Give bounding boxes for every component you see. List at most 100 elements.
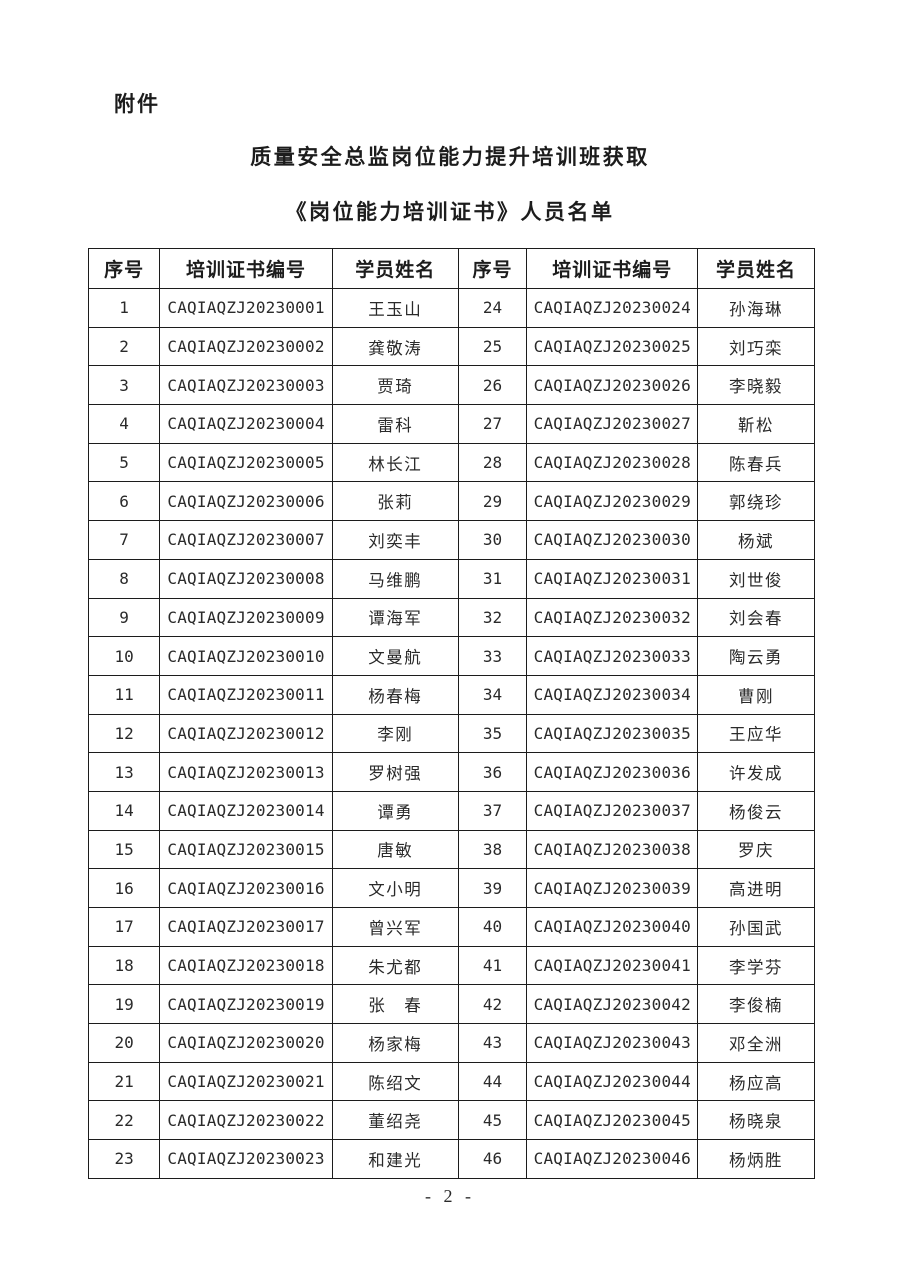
certificate-cell: CAQIAQZJ20230033 (526, 636, 699, 676)
table-row: 23 CAQIAQZJ20230023 和建光 46 CAQIAQZJ20230046 杨… (87, 1139, 815, 1179)
table-row: 6 CAQIAQZJ20230006 张莉 29 CAQIAQZJ20230029 郭绕珍 (87, 481, 815, 522)
student-name-cell: 杨斌 (697, 520, 815, 560)
serial-cell: 3 (87, 365, 161, 406)
serial-cell: 2 (87, 326, 161, 367)
table-row: 9 CAQIAQZJ20230009 谭海军 32 CAQIAQZJ20230032 刘会… (87, 597, 815, 638)
certificate-cell: CAQIAQZJ20230039 (526, 868, 699, 908)
serial-cell: 41 (457, 945, 528, 986)
student-name-cell: 谭海军 (331, 597, 459, 638)
certificate-cell: CAQIAQZJ20230014 (159, 790, 333, 831)
serial-cell: 46 (457, 1139, 528, 1179)
serial-cell: 6 (87, 481, 161, 522)
table-row: 4 CAQIAQZJ20230004 雷科 27 CAQIAQZJ20230027 靳松 (87, 404, 815, 444)
student-name-cell: 王应华 (697, 713, 815, 754)
certificate-cell: CAQIAQZJ20230015 (159, 829, 333, 870)
table-row: 17 CAQIAQZJ20230017 曾兴军 40 CAQIAQZJ20230040 孙… (87, 907, 815, 947)
certificate-cell: CAQIAQZJ20230016 (159, 868, 333, 908)
serial-cell: 17 (87, 907, 161, 947)
serial-cell: 9 (87, 597, 161, 638)
student-name-cell: 孙海琳 (697, 288, 815, 328)
serial-cell: 34 (457, 674, 528, 715)
certificate-cell: CAQIAQZJ20230041 (526, 945, 699, 986)
serial-cell: 30 (457, 520, 528, 560)
serial-cell: 10 (87, 636, 161, 676)
table-row: 13 CAQIAQZJ20230013 罗树强 36 CAQIAQZJ20230036 许… (87, 752, 815, 792)
table-header: 序号 培训证书编号 学员姓名 序号 培训证书编号 学员姓名 (87, 248, 815, 289)
student-name-cell: 文曼航 (331, 636, 459, 676)
certificate-cell: CAQIAQZJ20230003 (159, 365, 333, 406)
certificate-cell: CAQIAQZJ20230025 (526, 326, 699, 367)
student-name-cell: 高进明 (697, 868, 815, 908)
serial-cell: 19 (87, 984, 161, 1025)
table-row: 8 CAQIAQZJ20230008 马维鹏 31 CAQIAQZJ20230031 刘世… (87, 558, 815, 599)
document-title-line1: 质量安全总监岗位能力提升培训班获取 (250, 146, 650, 169)
header-certificate-2: 培训证书编号 (526, 248, 699, 289)
certificate-cell: CAQIAQZJ20230009 (159, 597, 333, 638)
table-row: 2 CAQIAQZJ20230002 龚敬涛 25 CAQIAQZJ20230025 刘巧… (87, 326, 815, 367)
serial-cell: 5 (87, 442, 161, 483)
certificate-cell: CAQIAQZJ20230038 (526, 829, 699, 870)
student-name-cell: 罗庆 (697, 829, 815, 870)
student-name-cell: 文小明 (331, 868, 459, 908)
student-name-cell: 邓全洲 (697, 1023, 815, 1063)
certificate-cell: CAQIAQZJ20230019 (159, 984, 333, 1025)
student-name-cell: 刘会春 (697, 597, 815, 638)
serial-cell: 24 (457, 288, 528, 328)
student-name-cell: 陶云勇 (697, 636, 815, 676)
serial-cell: 11 (87, 674, 161, 715)
student-name-cell: 贾琦 (331, 365, 459, 406)
student-name-cell: 杨春梅 (331, 674, 459, 715)
certificate-cell: CAQIAQZJ20230036 (526, 752, 699, 792)
table-row: 20 CAQIAQZJ20230020 杨家梅 43 CAQIAQZJ20230043 邓… (87, 1023, 815, 1063)
serial-cell: 36 (457, 752, 528, 792)
table-row: 16 CAQIAQZJ20230016 文小明 39 CAQIAQZJ20230039 高… (87, 868, 815, 908)
serial-cell: 29 (457, 481, 528, 522)
serial-cell: 32 (457, 597, 528, 638)
student-name-cell: 郭绕珍 (697, 481, 815, 522)
certificate-cell: CAQIAQZJ20230004 (159, 404, 333, 444)
certificate-cell: CAQIAQZJ20230021 (159, 1061, 333, 1102)
serial-cell: 16 (87, 868, 161, 908)
header-name-1: 学员姓名 (331, 248, 459, 289)
serial-cell: 43 (457, 1023, 528, 1063)
attachment-label: 附件 (114, 92, 160, 116)
header-name-2: 学员姓名 (697, 248, 815, 289)
student-name-cell: 谭勇 (331, 790, 459, 831)
certificate-cell: CAQIAQZJ20230028 (526, 442, 699, 483)
student-name-cell: 董绍尧 (331, 1100, 459, 1141)
student-name-cell: 李晓毅 (697, 365, 815, 406)
table-row: 10 CAQIAQZJ20230010 文曼航 33 CAQIAQZJ20230033 陶… (87, 636, 815, 676)
serial-cell: 39 (457, 868, 528, 908)
student-name-cell: 罗树强 (331, 752, 459, 792)
student-name-cell: 唐敏 (331, 829, 459, 870)
serial-cell: 37 (457, 790, 528, 831)
student-name-cell: 孙国武 (697, 907, 815, 947)
student-name-cell: 杨应高 (697, 1061, 815, 1102)
student-name-cell: 靳松 (697, 404, 815, 444)
certificate-cell: CAQIAQZJ20230007 (159, 520, 333, 560)
table-row: 7 CAQIAQZJ20230007 刘奕丰 30 CAQIAQZJ20230030 杨斌 (87, 520, 815, 560)
certificate-cell: CAQIAQZJ20230023 (159, 1139, 333, 1179)
student-name-cell: 龚敬涛 (331, 326, 459, 367)
certificate-cell: CAQIAQZJ20230006 (159, 481, 333, 522)
table-row: 14 CAQIAQZJ20230014 谭勇 37 CAQIAQZJ20230037 杨俊… (87, 790, 815, 831)
serial-cell: 45 (457, 1100, 528, 1141)
table-row: 11 CAQIAQZJ20230011 杨春梅 34 CAQIAQZJ20230034 曹… (87, 674, 815, 715)
serial-cell: 22 (87, 1100, 161, 1141)
certificate-roster-table: 序号 培训证书编号 学员姓名 序号 培训证书编号 学员姓名 1 CAQIAQZJ2… (87, 248, 815, 1179)
student-name-cell: 张莉 (331, 481, 459, 522)
student-name-cell: 李俊楠 (697, 984, 815, 1025)
certificate-cell: CAQIAQZJ20230024 (526, 288, 699, 328)
table-row: 22 CAQIAQZJ20230022 董绍尧 45 CAQIAQZJ20230045 杨… (87, 1100, 815, 1141)
header-serial-1: 序号 (87, 248, 161, 289)
student-name-cell: 李刚 (331, 713, 459, 754)
serial-cell: 7 (87, 520, 161, 560)
certificate-cell: CAQIAQZJ20230031 (526, 558, 699, 599)
student-name-cell: 马维鹏 (331, 558, 459, 599)
certificate-cell: CAQIAQZJ20230018 (159, 945, 333, 986)
serial-cell: 40 (457, 907, 528, 947)
serial-cell: 33 (457, 636, 528, 676)
serial-cell: 35 (457, 713, 528, 754)
serial-cell: 44 (457, 1061, 528, 1102)
serial-cell: 26 (457, 365, 528, 406)
